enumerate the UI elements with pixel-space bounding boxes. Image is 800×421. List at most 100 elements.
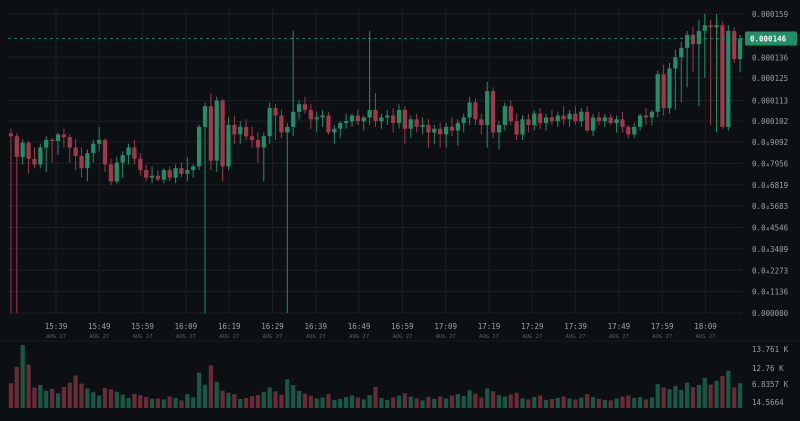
- candle[interactable]: [696, 19, 702, 107]
- candle[interactable]: [285, 123, 290, 313]
- candle[interactable]: [273, 104, 278, 140]
- candle[interactable]: [520, 115, 525, 140]
- candle[interactable]: [302, 96, 308, 114]
- candle[interactable]: [490, 87, 496, 139]
- candle[interactable]: [632, 123, 637, 139]
- candle[interactable]: [97, 126, 102, 152]
- candle[interactable]: [379, 113, 384, 129]
- candle[interactable]: [349, 113, 355, 127]
- candle[interactable]: [479, 113, 484, 135]
- candle[interactable]: [420, 117, 425, 135]
- candle[interactable]: [685, 30, 690, 88]
- candle[interactable]: [49, 138, 55, 163]
- candle[interactable]: [614, 115, 619, 133]
- candle[interactable]: [291, 30, 296, 137]
- candle[interactable]: [608, 113, 613, 125]
- candle[interactable]: [185, 156, 190, 182]
- candle[interactable]: [702, 14, 707, 78]
- candle[interactable]: [202, 102, 208, 313]
- candle[interactable]: [726, 25, 731, 131]
- candle[interactable]: [355, 109, 360, 125]
- candle[interactable]: [585, 106, 590, 133]
- candle[interactable]: [261, 132, 266, 182]
- candle[interactable]: [367, 30, 372, 125]
- candle[interactable]: [402, 106, 408, 144]
- candle[interactable]: [220, 98, 225, 182]
- candle[interactable]: [432, 124, 437, 144]
- candle[interactable]: [532, 109, 537, 131]
- candle[interactable]: [267, 102, 272, 144]
- candle[interactable]: [737, 34, 743, 73]
- candle[interactable]: [543, 113, 549, 131]
- candle[interactable]: [620, 111, 625, 133]
- candle[interactable]: [14, 133, 19, 313]
- candle[interactable]: [596, 111, 602, 125]
- candle[interactable]: [326, 111, 331, 135]
- candle[interactable]: [361, 115, 366, 131]
- candle[interactable]: [296, 100, 302, 120]
- candle[interactable]: [38, 143, 43, 169]
- candle[interactable]: [214, 96, 219, 172]
- candle[interactable]: [673, 49, 678, 110]
- candle[interactable]: [308, 104, 313, 129]
- candle[interactable]: [179, 162, 184, 178]
- candle[interactable]: [626, 124, 631, 139]
- candle[interactable]: [573, 106, 578, 125]
- candle[interactable]: [514, 113, 519, 140]
- candle[interactable]: [244, 119, 249, 140]
- candle[interactable]: [191, 164, 196, 178]
- candle[interactable]: [438, 123, 443, 148]
- candle[interactable]: [679, 42, 684, 103]
- candle[interactable]: [238, 121, 243, 144]
- candle[interactable]: [643, 108, 649, 125]
- candle[interactable]: [32, 147, 37, 169]
- candle[interactable]: [208, 92, 213, 171]
- candle[interactable]: [343, 113, 349, 129]
- candle[interactable]: [526, 113, 531, 133]
- candle[interactable]: [690, 27, 696, 73]
- candle[interactable]: [561, 106, 566, 125]
- candle[interactable]: [226, 117, 231, 171]
- candle[interactable]: [196, 124, 202, 171]
- candle[interactable]: [714, 14, 719, 133]
- candle[interactable]: [708, 19, 713, 125]
- candle[interactable]: [255, 132, 261, 163]
- candle[interactable]: [20, 139, 25, 165]
- candle[interactable]: [161, 168, 166, 184]
- candle[interactable]: [461, 113, 466, 133]
- candle[interactable]: [655, 70, 660, 118]
- candle[interactable]: [44, 136, 49, 172]
- time-axis[interactable]: 15:39 AUG 27 15:49 AUG 27 15:59 AUG 27 16:09 AU…: [45, 322, 717, 340]
- candle[interactable]: [167, 166, 172, 182]
- candle[interactable]: [79, 147, 84, 178]
- candle[interactable]: [338, 121, 343, 139]
- candle[interactable]: [249, 126, 255, 148]
- candle[interactable]: [455, 119, 460, 146]
- candle[interactable]: [408, 115, 413, 139]
- candle[interactable]: [720, 21, 725, 129]
- candle[interactable]: [732, 27, 737, 63]
- candle[interactable]: [55, 132, 61, 156]
- candle[interactable]: [496, 121, 502, 150]
- candle[interactable]: [26, 140, 31, 174]
- candle[interactable]: [102, 138, 108, 172]
- candle[interactable]: [85, 149, 90, 182]
- candle[interactable]: [502, 102, 507, 131]
- candle[interactable]: [149, 166, 155, 184]
- price-candles[interactable]: [8, 14, 743, 313]
- candle[interactable]: [144, 164, 149, 182]
- candle[interactable]: [132, 139, 137, 165]
- candle[interactable]: [508, 100, 513, 125]
- candle[interactable]: [232, 115, 237, 144]
- candle[interactable]: [91, 139, 96, 163]
- candle[interactable]: [467, 96, 472, 125]
- candle[interactable]: [8, 128, 14, 313]
- candle[interactable]: [120, 151, 125, 178]
- candle[interactable]: [567, 109, 572, 127]
- candle[interactable]: [590, 113, 596, 137]
- candle[interactable]: [485, 81, 490, 148]
- candle[interactable]: [649, 109, 654, 125]
- candle[interactable]: [473, 98, 478, 125]
